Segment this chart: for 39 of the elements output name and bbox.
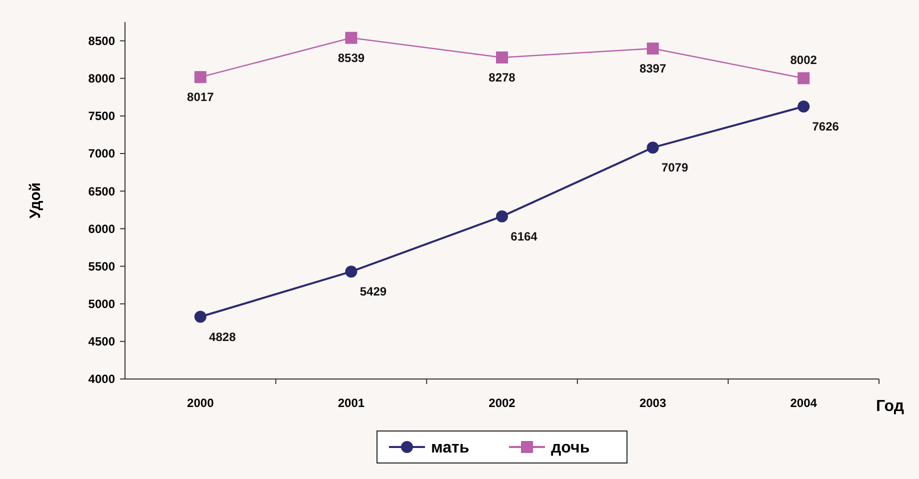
point [496,51,508,64]
point [646,42,659,55]
data-label: 7079 [661,160,688,175]
point [194,71,206,84]
y-tick-label: 4500 [88,334,116,349]
point [345,32,358,44]
point [496,210,508,222]
legend-label: мать [431,440,470,457]
data-label: 8017 [187,90,214,104]
y-tick-label: 5000 [88,297,116,312]
x-tick-label: 2000 [187,396,214,410]
data-label: 6164 [510,229,538,244]
point [798,72,810,84]
x-tick-label: 2004 [790,396,818,410]
y-tick-label: 6500 [88,184,116,198]
point [345,266,358,278]
y-tick-label: 7000 [88,146,116,161]
data-label: 7626 [812,119,840,134]
data-label: 4828 [209,330,236,344]
x-tick-label: 2002 [488,396,516,410]
data-label: 8539 [338,50,365,65]
data-label: 8278 [488,70,516,84]
y-tick-label: 8000 [88,72,116,86]
point [798,100,810,112]
legend-label: дочь [551,440,590,457]
y-tick-label: 8500 [88,34,116,48]
y-tick-label: 7500 [88,109,116,124]
y-tick-label: 6000 [88,222,116,236]
x-tick-label: 2001 [338,396,365,410]
data-label: 8397 [639,62,666,76]
x-tick-label: 2003 [639,396,666,410]
y-tick-label: 4000 [88,372,116,386]
point [646,142,659,154]
point [194,310,206,323]
y-axis-title: Удой [27,182,44,219]
x-axis-title: Год [876,398,904,415]
data-label: 8002 [790,53,818,68]
data-label: 5429 [360,284,387,299]
y-tick-label: 5500 [88,259,116,274]
